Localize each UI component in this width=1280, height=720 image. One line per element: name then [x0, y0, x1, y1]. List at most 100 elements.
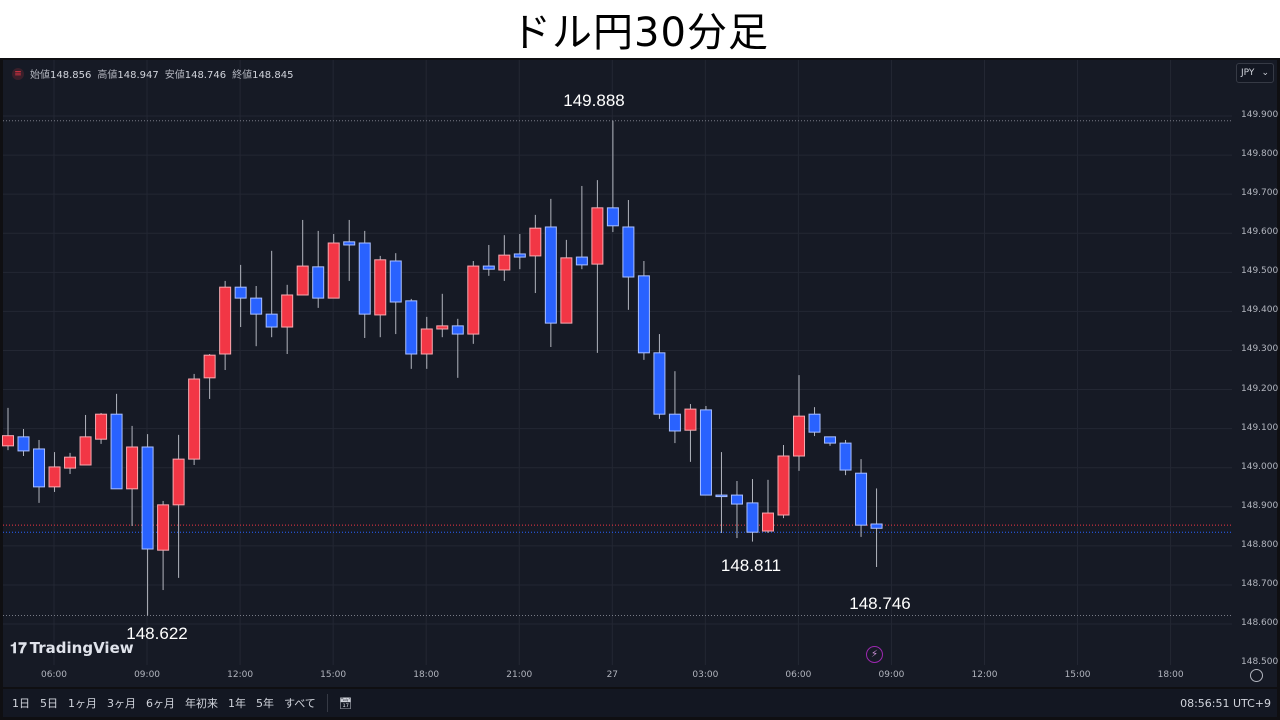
candle-body	[33, 448, 46, 488]
high-label: 高値	[97, 70, 118, 81]
range-button[interactable]: 1ヶ月	[68, 697, 97, 710]
candle-body	[17, 436, 30, 452]
candle-body	[2, 435, 14, 447]
time-tick: 15:00	[320, 670, 347, 680]
low-label: 安値	[164, 70, 185, 81]
price-tick: 149.900	[1241, 110, 1279, 120]
brand-name: TradingView	[29, 639, 134, 657]
candle-body	[653, 352, 666, 415]
range-button[interactable]: 5年	[256, 697, 274, 710]
price-axis[interactable]	[1235, 60, 1277, 665]
go-to-date-icon[interactable]: 📅︎	[338, 696, 353, 710]
bottom-toolbar: 1日 5日 1ヶ月 3ヶ月 6ヶ月 年初来 1年 5年 すべて 📅︎ 08:56:51 UTC+…	[3, 689, 1277, 717]
time-tick: 18:00	[1157, 670, 1184, 680]
candle-body	[715, 494, 728, 498]
candle-body	[327, 242, 340, 299]
candle-body	[436, 325, 449, 330]
candle-body	[265, 313, 278, 328]
candle-body	[824, 436, 837, 444]
candle-body	[793, 415, 806, 457]
candle-body	[188, 378, 201, 460]
candle-body	[312, 266, 325, 299]
time-tick: 06:00	[41, 670, 67, 680]
candle-body	[591, 207, 604, 265]
candle-body	[358, 242, 371, 315]
candle-body	[575, 256, 588, 266]
candle-body	[405, 300, 418, 355]
price-tick: 148.800	[1241, 539, 1279, 550]
candle-body	[343, 241, 356, 246]
candle-body	[606, 207, 619, 227]
title-bar: ドル円30分足	[0, 0, 1280, 58]
settings-icon[interactable]	[1250, 669, 1263, 682]
candle-body	[48, 466, 61, 488]
symbol-icon[interactable]: ≡	[12, 67, 24, 80]
candle-body	[560, 257, 573, 324]
time-tick: 12:00	[227, 670, 254, 680]
range-button[interactable]: 5日	[40, 697, 58, 710]
candle-body	[808, 413, 821, 433]
price-tick: 148.900	[1241, 500, 1279, 511]
price-tick: 149.500	[1241, 266, 1279, 277]
candle-body	[746, 502, 759, 533]
annotation-low: 148.622	[126, 624, 188, 643]
tradingview-logo[interactable]: 𝟏𝟕 TradingView	[10, 639, 134, 657]
candle-body	[467, 265, 480, 335]
candle-body	[219, 286, 232, 355]
price-tick: 148.600	[1241, 618, 1279, 629]
candle-body	[777, 455, 790, 516]
candle-body	[482, 265, 495, 270]
time-tick: 15:00	[1064, 670, 1091, 680]
price-tick: 148.500	[1241, 657, 1279, 668]
candle-body	[64, 456, 77, 469]
candle-body	[250, 297, 263, 315]
candle-body	[513, 253, 526, 258]
candle-body	[126, 446, 139, 490]
range-button[interactable]: 6ヶ月	[146, 697, 175, 710]
price-tick: 149.700	[1241, 188, 1279, 199]
time-tick: 18:00	[413, 670, 440, 680]
tradingview-icon: 𝟏𝟕	[10, 639, 27, 657]
candle-body	[296, 265, 309, 296]
price-tick: 149.400	[1241, 305, 1279, 316]
candle-body	[451, 325, 464, 335]
range-button[interactable]: 3ヶ月	[107, 697, 136, 710]
candle-body	[761, 512, 774, 532]
price-tick: 149.600	[1241, 227, 1279, 238]
annotation-high: 149.888	[563, 91, 625, 110]
price-tick: 149.000	[1241, 461, 1279, 472]
currency-select[interactable]: JPY ⌄	[1236, 63, 1274, 83]
clock[interactable]: 08:56:51 UTC+9	[1180, 696, 1271, 710]
high-value: 148.947	[117, 70, 159, 81]
time-tick: 27	[606, 670, 619, 680]
candle-body	[730, 494, 743, 505]
candle-body	[529, 227, 542, 257]
candle-body	[157, 504, 170, 551]
time-axis[interactable]	[3, 665, 1277, 687]
price-tick: 149.200	[1241, 383, 1279, 394]
range-button[interactable]: すべて	[284, 697, 316, 710]
candle-body	[281, 294, 294, 328]
candle-body	[668, 413, 681, 432]
range-button[interactable]: 年初来	[185, 697, 218, 710]
time-tick: 03:00	[692, 670, 719, 680]
time-tick: 06:00	[785, 670, 812, 680]
close-value: 148.845	[252, 70, 294, 81]
lightning-icon[interactable]: ⚡	[866, 646, 883, 663]
page-title: ドル円30分足	[511, 10, 769, 56]
candle-body	[622, 226, 635, 278]
price-tick: 149.100	[1241, 422, 1279, 433]
candle-body	[389, 260, 402, 303]
range-button[interactable]: 1年	[228, 697, 246, 710]
open-label: 始値	[30, 70, 50, 81]
time-tick: 12:00	[971, 670, 998, 680]
candle-body	[420, 328, 433, 355]
annotation-last-low: 148.746	[849, 594, 911, 613]
candle-body	[95, 413, 108, 440]
range-button[interactable]: 1日	[12, 697, 30, 710]
candle-body	[637, 275, 650, 354]
chevron-down-icon: ⌄	[1261, 68, 1269, 78]
candle-body	[684, 408, 697, 431]
candle-body	[141, 446, 154, 550]
